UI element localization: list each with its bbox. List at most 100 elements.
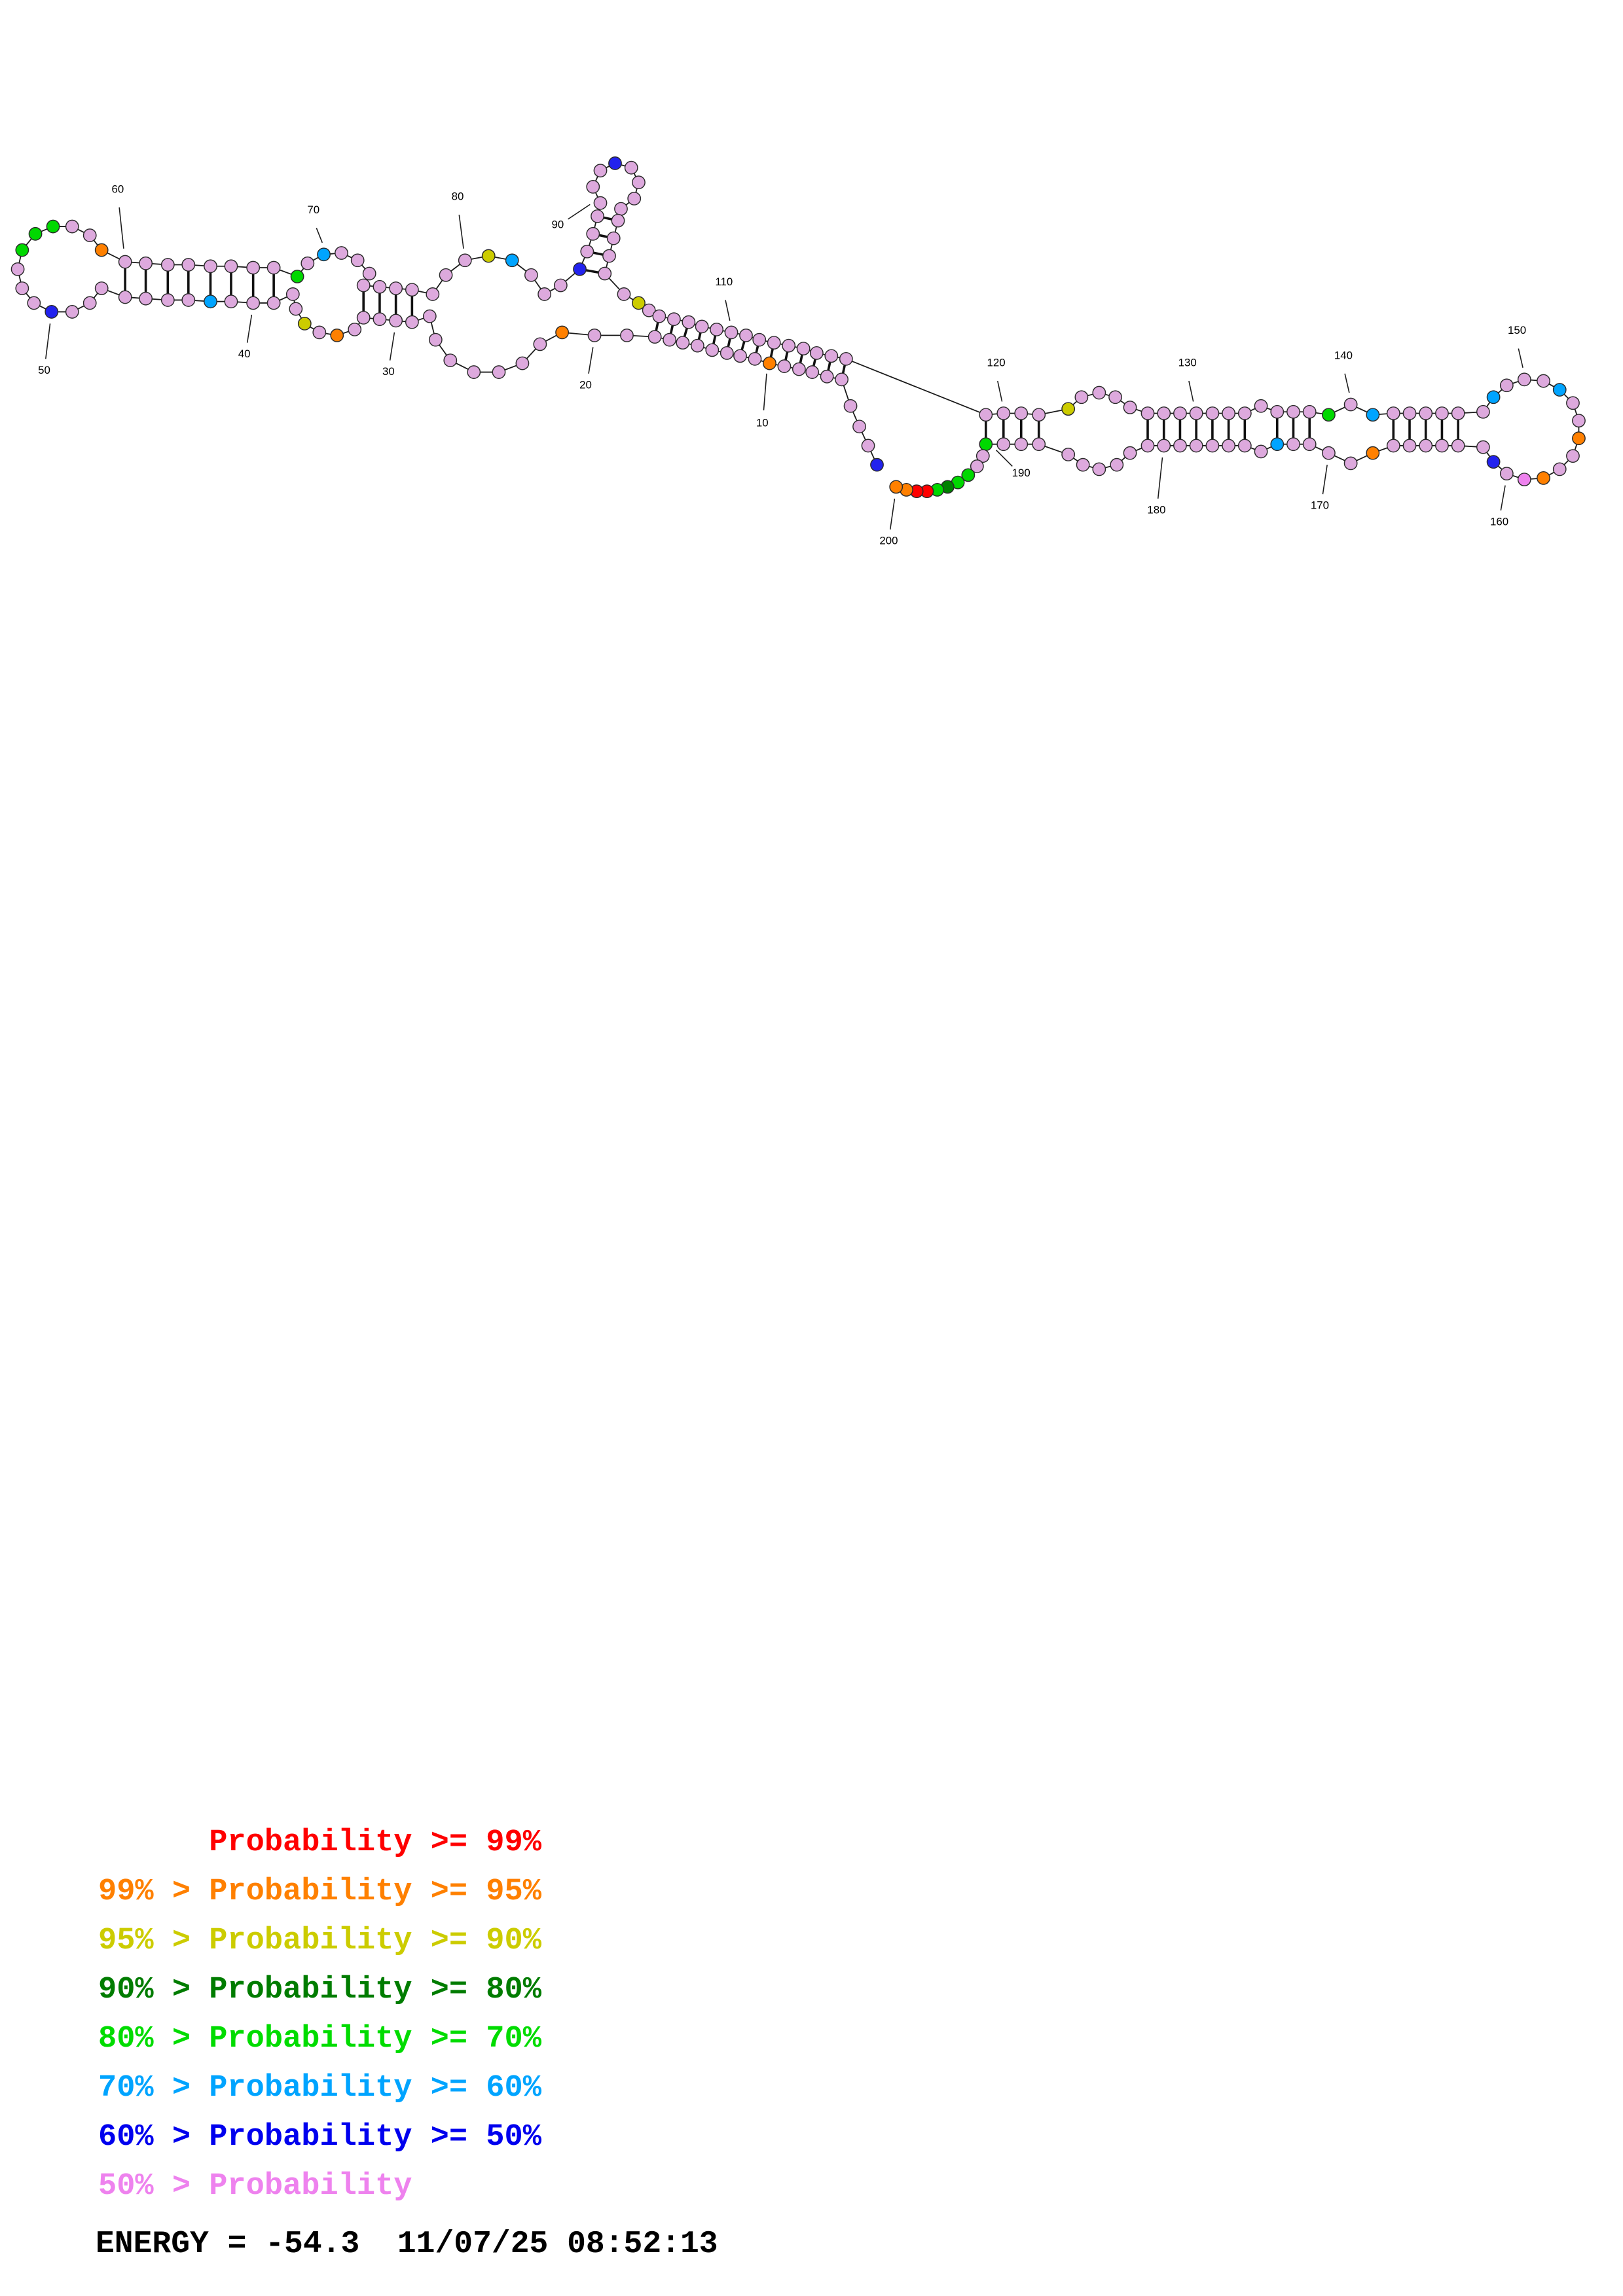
nucleotide-node [181, 293, 196, 307]
nucleotide-node [1254, 444, 1268, 459]
position-label: 190 [1012, 467, 1030, 479]
nucleotide-node [246, 296, 261, 310]
nucleotide-node [428, 332, 443, 347]
nucleotide-node [533, 337, 547, 351]
nucleotide-node [1566, 396, 1580, 410]
nucleotide-node [617, 287, 631, 301]
nucleotide-node [606, 231, 621, 245]
nucleotide-node [632, 175, 646, 190]
nucleotide-node [10, 262, 25, 276]
nucleotide-node [1189, 439, 1203, 453]
nucleotide-node [1386, 406, 1400, 420]
nucleotide-node [843, 399, 858, 413]
nucleotide-node [65, 305, 79, 319]
position-label: 180 [1147, 503, 1165, 516]
nucleotide-node [752, 332, 767, 347]
nucleotide-node [181, 258, 196, 272]
nucleotide-node [82, 228, 97, 242]
nucleotide-node [839, 351, 853, 366]
position-label: 170 [1311, 499, 1329, 512]
nucleotide-node [27, 296, 41, 310]
nucleotide-node [733, 349, 747, 363]
legend-line: 95% > Probability >= 90% [98, 1924, 541, 1958]
probability-legend: Probability >= 99% 99% > Probability >= 9… [98, 1818, 541, 2211]
nucleotide-node [1237, 439, 1252, 453]
nucleotide-node [632, 296, 646, 310]
nucleotide-node [739, 328, 753, 342]
label-tick [588, 347, 594, 374]
nucleotide-node [524, 268, 538, 282]
nucleotide-node [748, 351, 762, 366]
legend-line: 99% > Probability >= 95% [98, 1874, 541, 1909]
nucleotide-node [94, 243, 109, 257]
nucleotide-node [118, 290, 132, 304]
nucleotide-node [682, 315, 696, 329]
position-label: 90 [551, 218, 564, 230]
nucleotide-node [1237, 406, 1252, 420]
nucleotide-node [593, 164, 608, 178]
nucleotide-node [1322, 446, 1336, 460]
nucleotide-node [481, 249, 496, 263]
label-tick [763, 373, 767, 411]
nucleotide-node [335, 246, 348, 260]
nucleotide-node [1074, 390, 1089, 404]
nucleotide-node [505, 253, 519, 268]
label-tick [725, 300, 731, 321]
nucleotide-node [608, 156, 622, 170]
nucleotide-node [611, 213, 625, 228]
label-tick [995, 450, 1013, 467]
nucleotide-node [705, 343, 720, 357]
nucleotide-node [1566, 449, 1580, 463]
nucleotide-node [297, 317, 312, 331]
nucleotide-node [852, 420, 866, 434]
nucleotide-node [970, 459, 984, 473]
nucleotide-node [1572, 414, 1586, 428]
nucleotide-node [1343, 397, 1358, 412]
position-label: 40 [238, 348, 251, 360]
label-tick [458, 215, 464, 249]
legend-line: 60% > Probability >= 50% [98, 2120, 541, 2155]
label-tick [246, 314, 253, 343]
nucleotide-node [1435, 406, 1449, 420]
nucleotide-node [889, 480, 903, 494]
position-label: 30 [382, 365, 395, 378]
nucleotide-node [1189, 406, 1203, 420]
nucleotide-node [1517, 372, 1531, 387]
position-label: 200 [879, 534, 898, 547]
position-label: 80 [452, 190, 464, 203]
nucleotide-node [586, 180, 600, 194]
nucleotide-node [224, 259, 238, 274]
nucleotide-node [835, 372, 848, 387]
nucleotide-node [690, 338, 704, 353]
nucleotide-node [763, 356, 776, 370]
position-label: 160 [1490, 515, 1508, 528]
nucleotide-node [996, 406, 1011, 420]
nucleotide-node [1076, 457, 1090, 472]
nucleotide-node [317, 247, 331, 262]
nucleotide-node [602, 249, 616, 263]
position-label: 150 [1508, 324, 1526, 336]
nucleotide-node [663, 332, 677, 347]
nucleotide-node [1419, 439, 1433, 453]
nucleotide-node [389, 314, 403, 328]
nucleotide-node [266, 296, 281, 310]
nucleotide-node [422, 309, 437, 323]
nucleotide-node [439, 268, 453, 282]
nucleotide-node [1366, 446, 1380, 460]
nucleotide-node [1205, 406, 1220, 420]
nucleotide-node [724, 325, 739, 340]
label-tick [1344, 373, 1350, 393]
nucleotide-node [1061, 448, 1076, 461]
label-tick [1518, 348, 1523, 368]
nucleotide-node [961, 468, 976, 482]
nucleotide-node [695, 319, 709, 334]
nucleotide-node [1486, 390, 1501, 404]
nucleotide-node [330, 328, 344, 342]
position-label: 50 [38, 364, 50, 376]
nucleotide-node [824, 349, 839, 363]
nucleotide-node [160, 293, 175, 307]
nucleotide-node [204, 295, 217, 309]
nucleotide-node [573, 262, 587, 276]
nucleotide-node [1451, 439, 1465, 453]
